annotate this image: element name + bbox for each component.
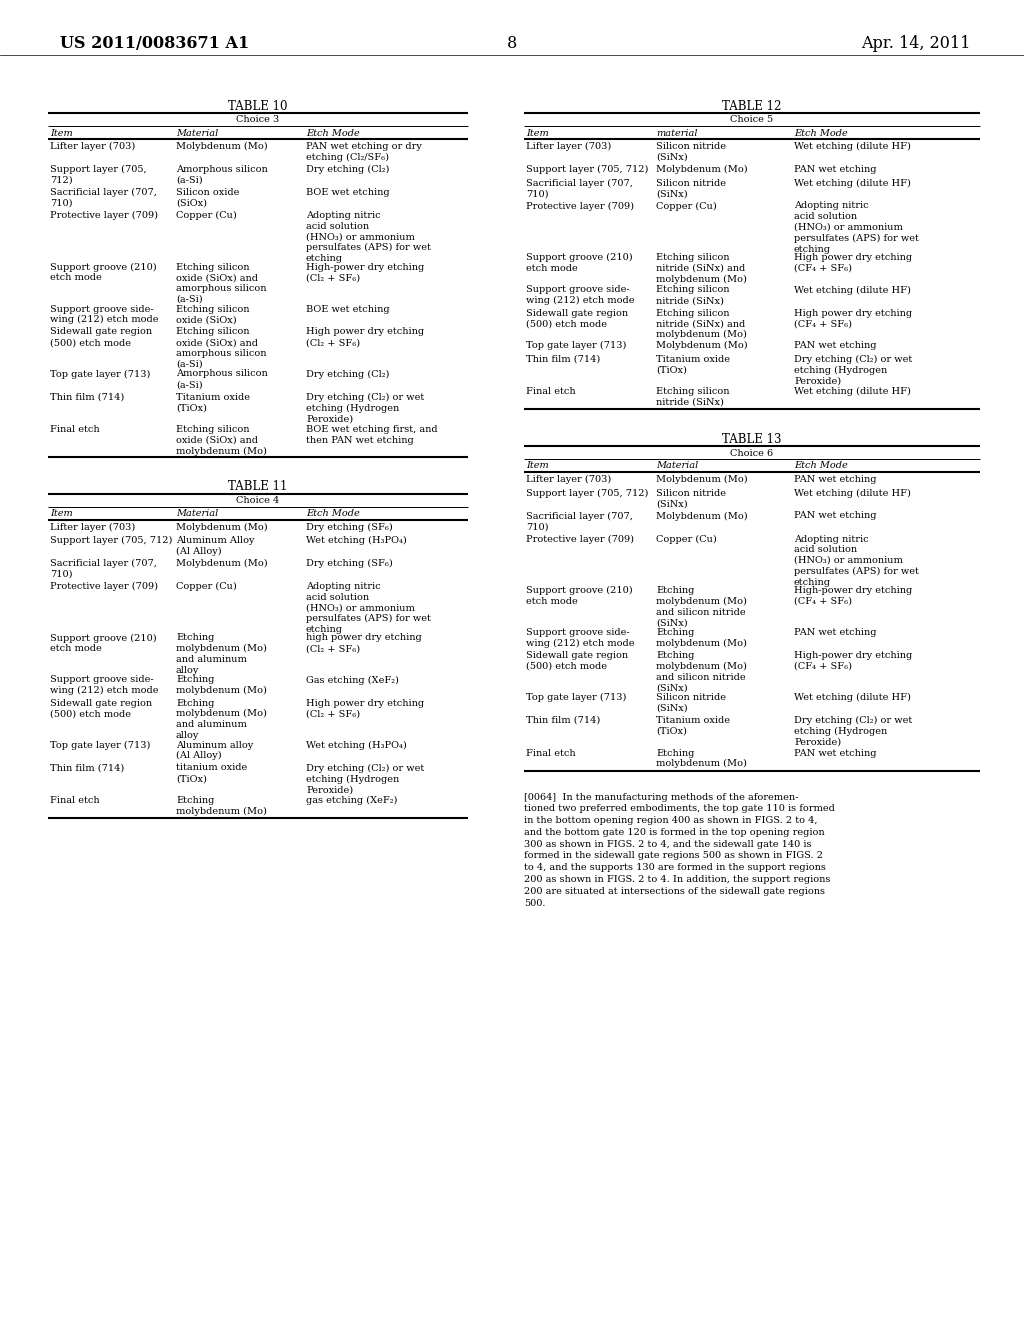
Text: Etching silicon
nitride (SiNx) and
molybdenum (Mo): Etching silicon nitride (SiNx) and molyb…	[656, 309, 746, 339]
Text: material: material	[656, 128, 697, 137]
Text: Thin film (714): Thin film (714)	[526, 715, 600, 725]
Text: Choice 5: Choice 5	[730, 116, 773, 124]
Text: Wet etching (dilute HF): Wet etching (dilute HF)	[794, 143, 911, 150]
Text: Amorphous silicon
(a-Si): Amorphous silicon (a-Si)	[176, 165, 267, 185]
Text: High-power dry etching
(Cl₂ + SF₆): High-power dry etching (Cl₂ + SF₆)	[306, 263, 424, 282]
Text: Etching silicon
nitride (SiNx): Etching silicon nitride (SiNx)	[656, 387, 729, 407]
Text: Final etch: Final etch	[526, 748, 575, 758]
Text: Silicon nitride
(SiNx): Silicon nitride (SiNx)	[656, 488, 726, 508]
Text: Sacrificial layer (707,
710): Sacrificial layer (707, 710)	[526, 178, 633, 198]
Text: Sidewall gate region
(500) etch mode: Sidewall gate region (500) etch mode	[526, 651, 628, 671]
Text: Etch Mode: Etch Mode	[306, 510, 359, 517]
Text: Support groove (210)
etch mode: Support groove (210) etch mode	[526, 586, 633, 606]
Text: Apr. 14, 2011: Apr. 14, 2011	[860, 36, 970, 51]
Text: Dry etching (Cl₂) or wet
etching (Hydrogen
Peroxide): Dry etching (Cl₂) or wet etching (Hydrog…	[306, 763, 424, 795]
Text: Item: Item	[526, 128, 549, 137]
Text: BOE wet etching: BOE wet etching	[306, 187, 389, 197]
Text: PAN wet etching: PAN wet etching	[794, 511, 877, 520]
Text: Amorphous silicon
(a-Si): Amorphous silicon (a-Si)	[176, 370, 267, 389]
Text: Etching
molybdenum (Mo): Etching molybdenum (Mo)	[176, 676, 267, 696]
Text: High power dry etching
(Cl₂ + SF₆): High power dry etching (Cl₂ + SF₆)	[306, 327, 424, 347]
Text: Final etch: Final etch	[526, 387, 575, 396]
Text: Titanium oxide
(TiOx): Titanium oxide (TiOx)	[656, 715, 730, 735]
Text: Etch Mode: Etch Mode	[794, 128, 848, 137]
Text: Aluminum alloy
(Al Alloy): Aluminum alloy (Al Alloy)	[176, 741, 253, 760]
Text: Protective layer (709): Protective layer (709)	[526, 202, 634, 211]
Text: High power dry etching
(Cl₂ + SF₆): High power dry etching (Cl₂ + SF₆)	[306, 698, 424, 718]
Text: Etching
molybdenum (Mo)
and silicon nitride
(SiNx): Etching molybdenum (Mo) and silicon nitr…	[656, 586, 746, 627]
Text: Silicon oxide
(SiOx): Silicon oxide (SiOx)	[176, 187, 240, 207]
Text: Etching silicon
oxide (SiOx) and
amorphous silicon
(a-Si): Etching silicon oxide (SiOx) and amorpho…	[176, 263, 266, 304]
Text: Adopting nitric
acid solution
(HNO₃) or ammonium
persulfates (APS) for wet
etchi: Adopting nitric acid solution (HNO₃) or …	[794, 535, 919, 586]
Text: TABLE 10: TABLE 10	[228, 100, 288, 114]
Text: Wet etching (H₃PO₄): Wet etching (H₃PO₄)	[306, 536, 407, 545]
Text: Silicon nitride
(SiNx): Silicon nitride (SiNx)	[656, 143, 726, 162]
Text: Adopting nitric
acid solution
(HNO₃) or ammonium
persulfates (APS) for wet
etchi: Adopting nitric acid solution (HNO₃) or …	[306, 582, 431, 634]
Text: Adopting nitric
acid solution
(HNO₃) or ammonium
persulfates (APS) for wet
etchi: Adopting nitric acid solution (HNO₃) or …	[306, 211, 431, 263]
Text: Top gate layer (713): Top gate layer (713)	[526, 693, 627, 702]
Text: Molybdenum (Mo): Molybdenum (Mo)	[656, 341, 748, 350]
Text: Wet etching (dilute HF): Wet etching (dilute HF)	[794, 387, 911, 396]
Text: Titanium oxide
(TiOx): Titanium oxide (TiOx)	[656, 355, 730, 375]
Text: Wet etching (dilute HF): Wet etching (dilute HF)	[794, 488, 911, 498]
Text: Support layer (705, 712): Support layer (705, 712)	[526, 165, 648, 174]
Text: Etch Mode: Etch Mode	[306, 128, 359, 137]
Text: Dry etching (Cl₂) or wet
etching (Hydrogen
Peroxide): Dry etching (Cl₂) or wet etching (Hydrog…	[794, 355, 912, 385]
Text: Etching silicon
oxide (SiOx) and
molybdenum (Mo): Etching silicon oxide (SiOx) and molybde…	[176, 425, 267, 455]
Text: Sidewall gate region
(500) etch mode: Sidewall gate region (500) etch mode	[50, 698, 153, 718]
Text: Final etch: Final etch	[50, 796, 99, 805]
Text: US 2011/0083671 A1: US 2011/0083671 A1	[60, 36, 249, 51]
Text: Dry etching (Cl₂): Dry etching (Cl₂)	[306, 370, 389, 379]
Text: Wet etching (dilute HF): Wet etching (dilute HF)	[794, 178, 911, 187]
Text: Etching
molybdenum (Mo): Etching molybdenum (Mo)	[656, 628, 746, 648]
Text: Sidewall gate region
(500) etch mode: Sidewall gate region (500) etch mode	[50, 327, 153, 347]
Text: BOE wet etching first, and
then PAN wet etching: BOE wet etching first, and then PAN wet …	[306, 425, 437, 445]
Text: Etch Mode: Etch Mode	[794, 462, 848, 470]
Text: Support groove (210)
etch mode: Support groove (210) etch mode	[526, 253, 633, 273]
Text: Item: Item	[526, 462, 549, 470]
Text: Material: Material	[176, 128, 218, 137]
Text: Titanium oxide
(TiOx): Titanium oxide (TiOx)	[176, 392, 250, 412]
Text: Lifter layer (703): Lifter layer (703)	[50, 143, 135, 150]
Text: Support layer (705,
712): Support layer (705, 712)	[50, 165, 146, 185]
Text: PAN wet etching or dry
etching (Cl₂/SF₆): PAN wet etching or dry etching (Cl₂/SF₆)	[306, 143, 422, 162]
Text: 8: 8	[507, 36, 517, 51]
Text: Dry etching (Cl₂): Dry etching (Cl₂)	[306, 165, 389, 174]
Text: Final etch: Final etch	[50, 425, 99, 434]
Text: PAN wet etching: PAN wet etching	[794, 628, 877, 638]
Text: [0064]  In the manufacturing methods of the aforemen-
tioned two preferred embod: [0064] In the manufacturing methods of t…	[524, 792, 835, 908]
Text: Molybdenum (Mo): Molybdenum (Mo)	[656, 511, 748, 520]
Text: Etching silicon
nitride (SiNx): Etching silicon nitride (SiNx)	[656, 285, 729, 305]
Text: Support groove side-
wing (212) etch mode: Support groove side- wing (212) etch mod…	[50, 305, 159, 325]
Text: PAN wet etching: PAN wet etching	[794, 165, 877, 174]
Text: High power dry etching
(CF₄ + SF₆): High power dry etching (CF₄ + SF₆)	[794, 253, 912, 273]
Text: Copper (Cu): Copper (Cu)	[176, 582, 237, 591]
Text: Top gate layer (713): Top gate layer (713)	[526, 341, 627, 350]
Text: Copper (Cu): Copper (Cu)	[656, 202, 717, 211]
Text: Etching
molybdenum (Mo)
and aluminum
alloy: Etching molybdenum (Mo) and aluminum all…	[176, 634, 267, 675]
Text: PAN wet etching: PAN wet etching	[794, 341, 877, 350]
Text: Lifter layer (703): Lifter layer (703)	[526, 475, 611, 484]
Text: Support groove side-
wing (212) etch mode: Support groove side- wing (212) etch mod…	[526, 628, 635, 648]
Text: Etching silicon
oxide (SiOx) and
amorphous silicon
(a-Si): Etching silicon oxide (SiOx) and amorpho…	[176, 327, 266, 368]
Text: Support layer (705, 712): Support layer (705, 712)	[526, 488, 648, 498]
Text: Dry etching (Cl₂) or wet
etching (Hydrogen
Peroxide): Dry etching (Cl₂) or wet etching (Hydrog…	[794, 715, 912, 747]
Text: Molybdenum (Mo): Molybdenum (Mo)	[176, 558, 267, 568]
Text: titanium oxide
(TiOx): titanium oxide (TiOx)	[176, 763, 247, 783]
Text: Protective layer (709): Protective layer (709)	[50, 582, 158, 591]
Text: TABLE 13: TABLE 13	[722, 433, 781, 446]
Text: Support groove side-
wing (212) etch mode: Support groove side- wing (212) etch mod…	[526, 285, 635, 305]
Text: Etching silicon
nitride (SiNx) and
molybdenum (Mo): Etching silicon nitride (SiNx) and molyb…	[656, 253, 746, 284]
Text: BOE wet etching: BOE wet etching	[306, 305, 389, 314]
Text: Etching silicon
oxide (SiOx): Etching silicon oxide (SiOx)	[176, 305, 250, 325]
Text: Protective layer (709): Protective layer (709)	[50, 211, 158, 220]
Text: PAN wet etching: PAN wet etching	[794, 475, 877, 484]
Text: Choice 6: Choice 6	[730, 449, 773, 458]
Text: Item: Item	[50, 510, 73, 517]
Text: Etching
molybdenum (Mo): Etching molybdenum (Mo)	[176, 796, 267, 816]
Text: Gas etching (XeF₂): Gas etching (XeF₂)	[306, 676, 399, 685]
Text: Molybdenum (Mo): Molybdenum (Mo)	[656, 165, 748, 174]
Text: Thin film (714): Thin film (714)	[526, 355, 600, 363]
Text: Protective layer (709): Protective layer (709)	[526, 535, 634, 544]
Text: Support groove (210)
etch mode: Support groove (210) etch mode	[50, 634, 157, 653]
